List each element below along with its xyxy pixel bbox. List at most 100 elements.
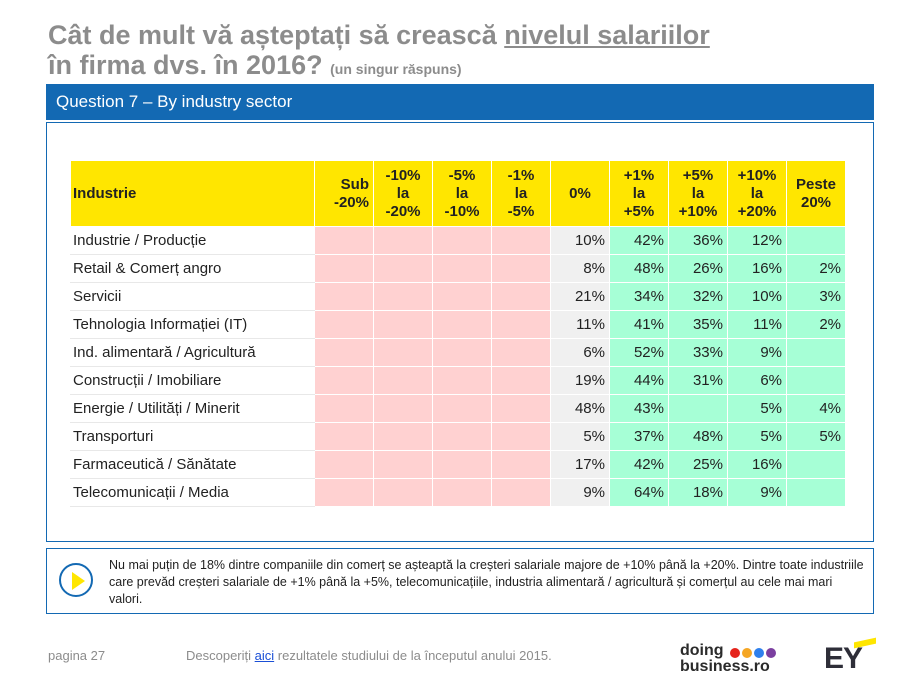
table-cell (432, 310, 492, 339)
table-cell (432, 478, 492, 507)
table-cell: 42% (609, 226, 669, 255)
table-cell: 9% (727, 478, 787, 507)
table-cell: 10% (727, 282, 787, 311)
table-cell (491, 226, 551, 255)
table-cell (373, 338, 433, 367)
table-cell: 17% (550, 450, 610, 479)
logo-dot-icon (742, 648, 752, 658)
table-cell: 6% (550, 338, 610, 367)
table-cell (491, 450, 551, 479)
table-cell: 37% (609, 422, 669, 451)
table-cell (432, 338, 492, 367)
industry-name: Transporturi (70, 422, 315, 451)
table-cell: 8% (550, 254, 610, 283)
table-row: Construcții / Imobiliare 19% 44% 31% 6% (70, 366, 846, 395)
logo-business-text: business.ro (680, 658, 770, 675)
table-cell: 41% (609, 310, 669, 339)
ey-logo: EY (824, 644, 876, 674)
industry-table: Industrie Sub -20% -10% la -20% -5% la -10% -1% la… (70, 160, 846, 507)
logo-dot-icon (730, 648, 740, 658)
table-cell (373, 450, 433, 479)
header-range: Sub -20% (314, 160, 374, 227)
table-cell: 48% (668, 422, 728, 451)
table-cell (373, 394, 433, 423)
industry-name: Industrie / Producție (70, 226, 315, 255)
table-cell (786, 226, 846, 255)
logo-dot-icon (754, 648, 764, 658)
title-part1: Cât de mult vă așteptați să crească (48, 20, 505, 50)
table-row: Ind. alimentară / Agricultură 6% 52% 33% 9% (70, 338, 846, 367)
table-cell (491, 282, 551, 311)
table-cell (314, 422, 374, 451)
logo-doing-text: doing (680, 642, 724, 659)
table-cell: 12% (727, 226, 787, 255)
key-finding-box: Nu mai puțin de 18% dintre companiile di… (46, 548, 874, 614)
table-cell (314, 254, 374, 283)
table-cell (314, 226, 374, 255)
industry-name: Construcții / Imobiliare (70, 366, 315, 395)
header-industry: Industrie (70, 160, 315, 227)
table-cell: 3% (786, 282, 846, 311)
title-underlined: nivelul salariilor (504, 20, 710, 50)
table-cell (314, 366, 374, 395)
page-title: Cât de mult vă așteptați să crească nive… (48, 20, 888, 84)
table-cell (432, 450, 492, 479)
table-cell: 48% (550, 394, 610, 423)
table-cell: 9% (727, 338, 787, 367)
table-cell: 21% (550, 282, 610, 311)
header-range: -5% la -10% (432, 160, 492, 227)
table-cell (314, 338, 374, 367)
table-cell (786, 478, 846, 507)
table-cell: 2% (786, 254, 846, 283)
footer-text-before: Descoperiți (186, 648, 255, 663)
header-range: Peste 20% (786, 160, 846, 227)
table-cell: 4% (786, 394, 846, 423)
question-bar: Question 7 – By industry sector (46, 84, 874, 120)
table-cell: 44% (609, 366, 669, 395)
industry-name: Farmaceutică / Sănătate (70, 450, 315, 479)
table-cell: 43% (609, 394, 669, 423)
table-cell: 16% (727, 450, 787, 479)
table-cell (314, 450, 374, 479)
table-cell: 48% (609, 254, 669, 283)
header-range: +5% la +10% (668, 160, 728, 227)
table-cell (491, 478, 551, 507)
table-cell (373, 366, 433, 395)
table-cell (373, 310, 433, 339)
industry-name: Tehnologia Informației (IT) (70, 310, 315, 339)
table-cell (491, 366, 551, 395)
header-range: -10% la -20% (373, 160, 433, 227)
table-cell (432, 422, 492, 451)
table-row: Energie / Utilități / Minerit 48% 43% 5% 4% (70, 394, 846, 423)
header-range: 0% (550, 160, 610, 227)
table-cell (668, 394, 728, 423)
table-row: Servicii 21% 34% 32% 10% 3% (70, 282, 846, 311)
table-cell: 34% (609, 282, 669, 311)
table-cell (491, 422, 551, 451)
table-cell: 5% (727, 394, 787, 423)
table-cell: 52% (609, 338, 669, 367)
table-cell: 6% (727, 366, 787, 395)
page-number: pagina 27 (48, 648, 106, 663)
table-body: Industrie / Producție 10% 42% 36% 12% Retail … (70, 226, 846, 507)
table-cell: 5% (550, 422, 610, 451)
table-cell: 5% (727, 422, 787, 451)
table-cell: 35% (668, 310, 728, 339)
table-row: Tehnologia Informației (IT) 11% 41% 35% 11% 2… (70, 310, 846, 339)
header-range: -1% la -5% (491, 160, 551, 227)
industry-name: Ind. alimentară / Agricultură (70, 338, 315, 367)
footer-link[interactable]: aici (254, 648, 275, 663)
header-range: +10% la +20% (727, 160, 787, 227)
industry-name: Retail & Comerț angro (70, 254, 315, 283)
table-cell: 16% (727, 254, 787, 283)
table-row: Transporturi 5% 37% 48% 5% 5% (70, 422, 846, 451)
table-cell: 26% (668, 254, 728, 283)
table-cell (432, 226, 492, 255)
industry-name: Servicii (70, 282, 315, 311)
table-cell (491, 310, 551, 339)
table-cell (491, 394, 551, 423)
table-cell (432, 366, 492, 395)
doingbusiness-logo[interactable]: doing business.ro (680, 642, 780, 680)
industry-name: Telecomunicații / Media (70, 478, 315, 507)
table-cell: 18% (668, 478, 728, 507)
